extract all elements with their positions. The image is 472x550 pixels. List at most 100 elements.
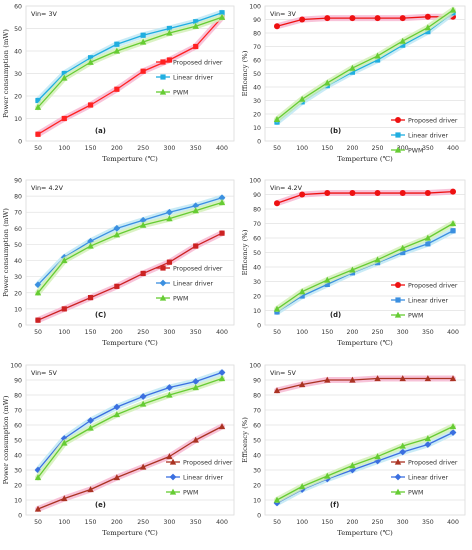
y-tick-label-e: 30 (14, 468, 22, 475)
series-line-c-2 (37, 201, 223, 294)
data-point-f-0 (399, 375, 406, 382)
panel-label-f: (f) (330, 501, 339, 509)
data-point-c-1 (218, 194, 226, 202)
data-point-c-2 (218, 199, 226, 206)
data-point-e-2 (192, 384, 199, 391)
y-tick-label-b: 90 (253, 17, 261, 24)
y-tick-label-b: 20 (253, 112, 261, 119)
x-tick-label-c: 300 (164, 329, 176, 336)
data-point-c-0 (219, 230, 225, 236)
legend-marker-d-1 (395, 297, 401, 303)
data-point-e-2 (113, 411, 121, 418)
x-tick-label-d: 50 (273, 329, 281, 336)
data-point-f-1 (449, 429, 457, 436)
data-point-c-2 (166, 215, 173, 222)
data-point-f-2 (324, 472, 331, 479)
y-tick-label-b: 100 (249, 4, 261, 11)
data-point-b-2 (324, 79, 331, 86)
data-point-d-1 (425, 241, 431, 247)
data-point-b-2 (449, 6, 457, 13)
chart-panel-d: 0 10 20 30 40 50 60 70 80 90 100 50 100 150 200 250 300 3… (241, 178, 466, 347)
x-tick-label-e: 150 (85, 519, 97, 526)
data-point-f-0 (273, 387, 281, 394)
x-tick-label-c: 50 (34, 329, 42, 336)
y-tick-label-c: 90 (14, 178, 22, 185)
data-point-d-0 (450, 188, 456, 195)
legend-marker-b-1 (395, 132, 401, 138)
series-line-e-1 (37, 371, 223, 471)
data-point-e-2 (166, 391, 173, 398)
x-tick-label-d: 300 (397, 329, 409, 336)
y-tick-label-a: 0 (18, 139, 22, 146)
series-line-b-0 (276, 16, 453, 27)
data-point-d-2 (273, 305, 281, 312)
legend-marker-c-0 (160, 265, 166, 271)
y-tick-label-e: 70 (14, 408, 22, 415)
vin-label-c: Vin= 4.2V (31, 184, 64, 192)
data-point-b-0 (374, 15, 381, 22)
legend-marker-a-0 (160, 59, 166, 65)
data-point-c-1 (192, 202, 200, 210)
data-point-b-2 (298, 95, 306, 102)
x-tick-label-b: 50 (273, 145, 281, 152)
data-point-e-0 (166, 453, 173, 460)
legend-label-c-2: PWM (173, 295, 188, 302)
data-point-d-0 (424, 190, 431, 197)
x-axis-title-b: Temperture (℃) (337, 155, 393, 163)
x-axis-title-f: Temperture (℃) (337, 529, 393, 537)
x-tick-label-a: 400 (216, 145, 228, 152)
y-tick-label-b: 80 (253, 31, 261, 38)
y-tick-label-c: 0 (18, 323, 22, 330)
data-point-f-0 (324, 376, 331, 383)
series-line-e-0 (37, 425, 223, 510)
data-point-f-0 (349, 376, 356, 383)
chart-panel-c: 0 10 20 30 40 50 60 70 80 90 50 100 150 200 250 300 350 4… (2, 178, 235, 347)
data-point-c-2 (87, 242, 94, 249)
data-point-d-2 (399, 244, 406, 251)
data-point-e-0 (218, 423, 226, 430)
data-point-a-2 (34, 103, 42, 110)
data-point-e-0 (139, 463, 147, 470)
x-tick-label-b: 350 (422, 145, 434, 152)
legend-label-d-2: PWM (408, 312, 423, 319)
x-tick-label-e: 300 (164, 519, 176, 526)
x-tick-label-b: 400 (447, 145, 459, 152)
data-point-f-0 (424, 375, 432, 382)
x-tick-label-e: 50 (34, 519, 42, 526)
data-point-e-2 (87, 424, 94, 431)
y-tick-label-b: 30 (253, 98, 261, 105)
data-point-f-2 (424, 435, 432, 442)
y-tick-label-a: 40 (14, 49, 22, 56)
data-point-d-2 (374, 256, 381, 263)
y-tick-label-e: 40 (14, 453, 22, 460)
data-point-a-0 (140, 68, 146, 74)
y-tick-label-c: 20 (14, 290, 22, 297)
data-point-e-1 (218, 369, 226, 376)
chart-panel-e: 0 10 20 30 40 50 60 70 80 90 100 50 100 150 200 250 300 3… (2, 363, 235, 537)
x-tick-label-a: 300 (164, 145, 176, 152)
y-tick-label-e: 50 (14, 438, 22, 445)
data-point-d-0 (324, 190, 331, 197)
data-point-e-1 (166, 384, 173, 391)
data-point-d-2 (349, 266, 356, 273)
data-point-c-1 (166, 208, 173, 216)
legend-label-d-0: Proposed driver (408, 282, 458, 289)
y-tick-label-f: 90 (253, 378, 261, 385)
chart-panel-a: 0 10 20 30 40 50 60 50 100 150 200 250 300 350 400 Temp… (2, 4, 235, 163)
panel-label-d: (d) (330, 311, 341, 319)
data-point-a-1 (219, 10, 225, 16)
x-tick-label-b: 250 (372, 145, 384, 152)
data-point-e-0 (61, 495, 68, 502)
y-tick-label-d: 20 (253, 294, 261, 301)
data-point-a-1 (61, 70, 67, 77)
y-tick-label-c: 70 (14, 210, 22, 217)
x-tick-label-e: 400 (216, 519, 228, 526)
legend-marker-e-2 (169, 488, 177, 495)
y-axis-title-c: Power consumption (mW) (2, 208, 10, 297)
y-tick-label-f: 40 (253, 453, 261, 460)
series-line-f-0 (276, 377, 453, 392)
y-tick-label-a: 30 (14, 71, 22, 78)
y-tick-label-e: 20 (14, 483, 22, 490)
x-tick-label-f: 200 (347, 519, 359, 526)
legend-marker-d-2 (394, 311, 402, 318)
